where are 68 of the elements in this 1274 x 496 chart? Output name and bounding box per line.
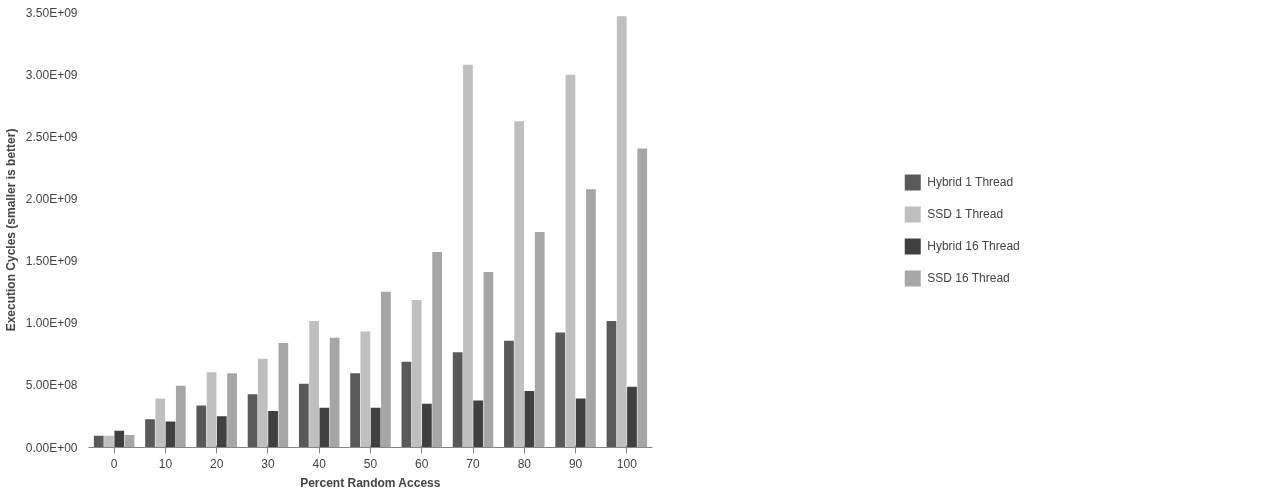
bar: [401, 361, 412, 448]
bar: [411, 300, 422, 448]
x-tick-label: 80: [517, 456, 532, 471]
bar: [257, 358, 268, 448]
bar: [298, 383, 309, 448]
bar: [216, 416, 227, 448]
bar: [155, 398, 166, 448]
bar: [432, 252, 443, 448]
bar: [627, 386, 637, 448]
bar: [422, 403, 432, 448]
bar: [165, 421, 176, 448]
bar: [175, 385, 186, 448]
x-tick-label: 50: [363, 456, 378, 471]
bar: [381, 291, 391, 448]
bar: [606, 320, 617, 448]
bar: [504, 340, 514, 448]
y-tick-label: 3.50E+09: [25, 5, 78, 20]
bar: [370, 407, 381, 448]
bar: [555, 332, 566, 448]
y-tick-label: 2.50E+09: [25, 129, 78, 144]
bar: [575, 398, 586, 448]
x-tick-label: 20: [210, 456, 224, 471]
bar: [350, 373, 360, 448]
bar: [534, 232, 545, 448]
bar: [319, 407, 330, 448]
bar: [514, 121, 525, 448]
bar: [247, 394, 258, 448]
bar: [278, 342, 289, 448]
bar: [309, 320, 319, 448]
bar: [586, 189, 596, 448]
bar: [145, 419, 155, 448]
y-tick-label: 1.50E+09: [25, 254, 78, 269]
bar: [114, 430, 125, 448]
bar: [452, 352, 463, 448]
legend-label: Hybrid 16 Thread: [927, 238, 1020, 253]
y-tick-label: 3.00E+09: [25, 67, 78, 82]
bar: [524, 391, 535, 448]
x-tick-label: 70: [466, 456, 481, 471]
legend-label: SSD 16 Thread: [927, 270, 1010, 285]
y-tick-label: 1.00E+09: [25, 316, 78, 331]
y-tick-label: 0.00E+00: [25, 440, 78, 455]
x-tick-label: 60: [415, 456, 429, 471]
bar: [104, 435, 114, 448]
bar: [360, 331, 371, 448]
bar: [565, 74, 576, 448]
x-tick-label: 0: [110, 456, 118, 471]
bar: [227, 373, 237, 448]
bar: [463, 64, 473, 448]
x-tick-label: 100: [616, 456, 638, 471]
x-tick-label: 30: [261, 456, 275, 471]
bar: [473, 400, 484, 448]
bar: [206, 372, 217, 448]
bar: [483, 271, 494, 448]
y-tick-label: 5.00E+08: [25, 378, 78, 393]
legend-label: Hybrid 1 Thread: [927, 174, 1014, 189]
x-tick-label: 90: [568, 456, 583, 471]
bar: [329, 337, 340, 448]
y-tick-label: 2.00E+09: [25, 191, 78, 206]
bar: [196, 405, 207, 448]
bar: [268, 410, 278, 448]
bar: [616, 16, 627, 448]
bar: [637, 148, 648, 448]
y-axis-title: Execution Cycles (smaller is better): [3, 128, 18, 332]
bar: [93, 435, 104, 448]
legend-label: SSD 1 Thread: [927, 206, 1004, 221]
x-axis-title: Percent Random Access: [300, 475, 441, 490]
x-tick-label: 10: [158, 456, 173, 471]
x-tick-label: 40: [312, 456, 327, 471]
